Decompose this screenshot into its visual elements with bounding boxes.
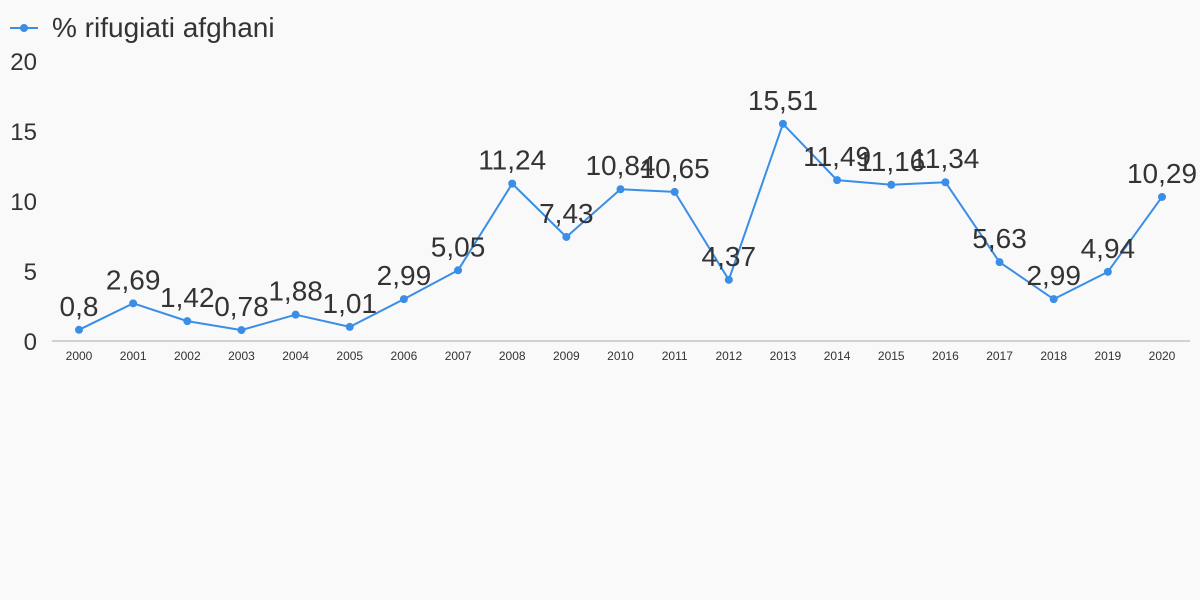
data-label: 11,16: [857, 146, 925, 177]
data-label: 2,99: [377, 260, 432, 291]
x-tick-label: 2000: [66, 349, 93, 363]
data-point: [778, 119, 787, 128]
y-tick-label: 10: [10, 189, 37, 216]
data-point: [887, 180, 896, 189]
x-tick-label: 2005: [336, 349, 363, 363]
x-tick-label: 2016: [932, 349, 959, 363]
x-tick-label: 2011: [662, 349, 688, 363]
data-point: [562, 232, 571, 241]
x-tick-label: 2019: [1094, 349, 1121, 363]
data-label: 10,84: [585, 150, 655, 181]
x-tick-label: 2004: [282, 349, 309, 363]
data-point: [616, 185, 625, 194]
data-point: [508, 179, 517, 188]
data-point: [670, 187, 679, 196]
data-point: [995, 258, 1004, 267]
x-tick-label: 2007: [445, 349, 472, 363]
data-point: [1049, 295, 1058, 304]
data-label: 1,42: [160, 282, 215, 313]
data-label: 2,69: [106, 264, 161, 295]
data-point: [941, 178, 950, 187]
data-point: [75, 325, 83, 334]
x-tick-label: 2009: [553, 349, 580, 363]
data-label: 10,29: [1127, 158, 1197, 189]
data-point: [454, 266, 463, 275]
x-tick-label: 2002: [174, 349, 201, 363]
x-tick-label: 2010: [607, 349, 634, 363]
data-point: [183, 317, 192, 326]
x-tick-label: 2006: [391, 349, 418, 363]
plot-area: 0,82,691,42 0,78 1,88 1,012,995,0511,247,43…: [60, 85, 1197, 335]
data-point: [237, 326, 246, 335]
data-label: 4,37: [702, 241, 757, 272]
data-point: [1103, 267, 1112, 276]
data-point: [129, 299, 138, 308]
x-tick-label: 2018: [1040, 349, 1067, 363]
legend-label: % rifugiati afghani: [52, 12, 275, 43]
data-point: [1158, 192, 1166, 201]
data-point: [833, 176, 842, 185]
y-axis: 0 5 10 15 20: [10, 49, 37, 356]
x-tick-label: 2015: [878, 349, 905, 363]
data-label: 2,99: [1026, 260, 1081, 291]
data-point: [291, 310, 300, 319]
y-tick-label: 5: [24, 259, 37, 286]
data-label: 5,63: [972, 223, 1027, 254]
data-label: 11,24: [478, 145, 546, 176]
data-label: 10,65: [640, 153, 710, 184]
x-tick-label: 2014: [824, 349, 851, 363]
data-point: [724, 275, 733, 284]
y-tick-label: 0: [24, 329, 37, 356]
x-axis: 2000 2001 2002 2003 2004 2005 2006 2007 2008 2009…: [66, 349, 1176, 363]
data-label: 4,94: [1081, 233, 1136, 264]
x-tick-label: 2003: [228, 349, 255, 363]
x-tick-label: 2001: [120, 349, 147, 363]
data-label: 7,43: [539, 198, 594, 229]
legend-marker-swatch: [20, 24, 28, 32]
x-tick-label: 2020: [1149, 349, 1176, 363]
x-tick-label: 2013: [770, 349, 797, 363]
data-label: 5,05: [431, 231, 486, 262]
data-label: 0,78: [214, 291, 269, 322]
x-tick-label: 2012: [715, 349, 742, 363]
data-point: [345, 322, 354, 331]
data-label: 11,49: [803, 141, 871, 172]
x-tick-label: 2017: [986, 349, 1013, 363]
data-point: [399, 295, 408, 304]
data-label: 15,51: [748, 85, 818, 116]
legend: % rifugiati afghani: [10, 12, 275, 43]
data-label: 0,8: [60, 291, 99, 322]
data-label: 11,34: [911, 143, 979, 174]
data-label: 1,01: [323, 288, 378, 319]
y-tick-label: 15: [10, 119, 37, 146]
y-tick-label: 20: [10, 49, 37, 76]
data-label: 1,88: [268, 276, 323, 307]
x-tick-label: 2008: [499, 349, 526, 363]
